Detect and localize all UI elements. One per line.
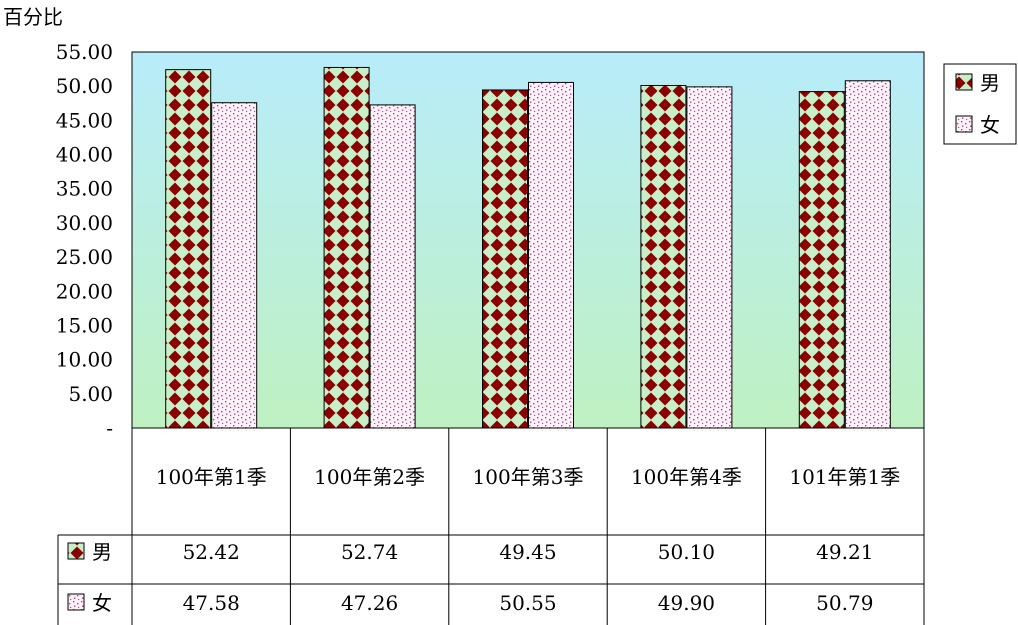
data-value-label: 52.74 <box>341 540 398 564</box>
y-tick-label: 20.00 <box>56 279 113 303</box>
data-value-label: 49.45 <box>499 540 556 564</box>
bar-male <box>165 69 212 429</box>
category-label: 101年第1季 <box>789 465 900 489</box>
y-tick-label: 30.00 <box>56 211 113 235</box>
table-series-label: 女 <box>92 591 112 615</box>
legend: 男 女 <box>943 63 1017 145</box>
bar-female <box>211 102 258 429</box>
y-tick-label: 25.00 <box>56 245 113 269</box>
y-tick-label: 40.00 <box>56 143 113 167</box>
data-value-label: 52.42 <box>183 540 240 564</box>
bar-male <box>798 91 845 429</box>
data-value-label: 47.58 <box>183 591 240 615</box>
data-value-label: 50.10 <box>658 540 715 564</box>
legend-label-female: 女 <box>980 113 1000 137</box>
category-label: 100年第1季 <box>156 465 267 489</box>
y-tick-label: 5.00 <box>68 382 113 406</box>
data-table: 100年第1季 52.42 47.58 100年第2季 52.74 47.26 100年第3… <box>57 428 925 625</box>
y-tick-label: 10.00 <box>56 348 113 372</box>
bars <box>165 66 891 429</box>
bar-female <box>369 104 416 429</box>
data-value-label: 50.55 <box>499 591 556 615</box>
bar-male <box>323 66 370 429</box>
category-label: 100年第4季 <box>631 465 742 489</box>
bar-female <box>844 80 891 429</box>
y-tick-label: - <box>106 416 113 440</box>
category-label: 100年第2季 <box>314 465 425 489</box>
data-value-label: 49.21 <box>816 540 873 564</box>
y-tick-label: 55.00 <box>56 40 113 64</box>
legend-label-male: 男 <box>980 71 1000 95</box>
data-value-label: 49.90 <box>658 591 715 615</box>
bar-female <box>686 86 733 429</box>
y-tick-label: 50.00 <box>56 74 113 98</box>
legend-swatch-male <box>955 73 973 91</box>
y-tick-label: 35.00 <box>56 177 113 201</box>
y-axis-label: 百分比 <box>3 5 63 29</box>
bar-female <box>528 81 574 429</box>
y-axis: - 5.00 10.00 15.00 20.00 25.00 30.00 35.00 40.00… <box>56 40 113 440</box>
bar-male <box>640 84 687 429</box>
legend-swatch-female <box>955 115 973 133</box>
table-series-label: 男 <box>92 540 112 564</box>
category-label: 100年第3季 <box>473 465 584 489</box>
table-series-swatch <box>67 593 85 611</box>
data-value-label: 50.79 <box>816 591 873 615</box>
table-series-swatch <box>67 542 85 560</box>
bar-male <box>482 89 528 429</box>
data-value-label: 47.26 <box>341 591 398 615</box>
y-tick-label: 45.00 <box>56 108 113 132</box>
y-tick-label: 15.00 <box>56 313 113 337</box>
